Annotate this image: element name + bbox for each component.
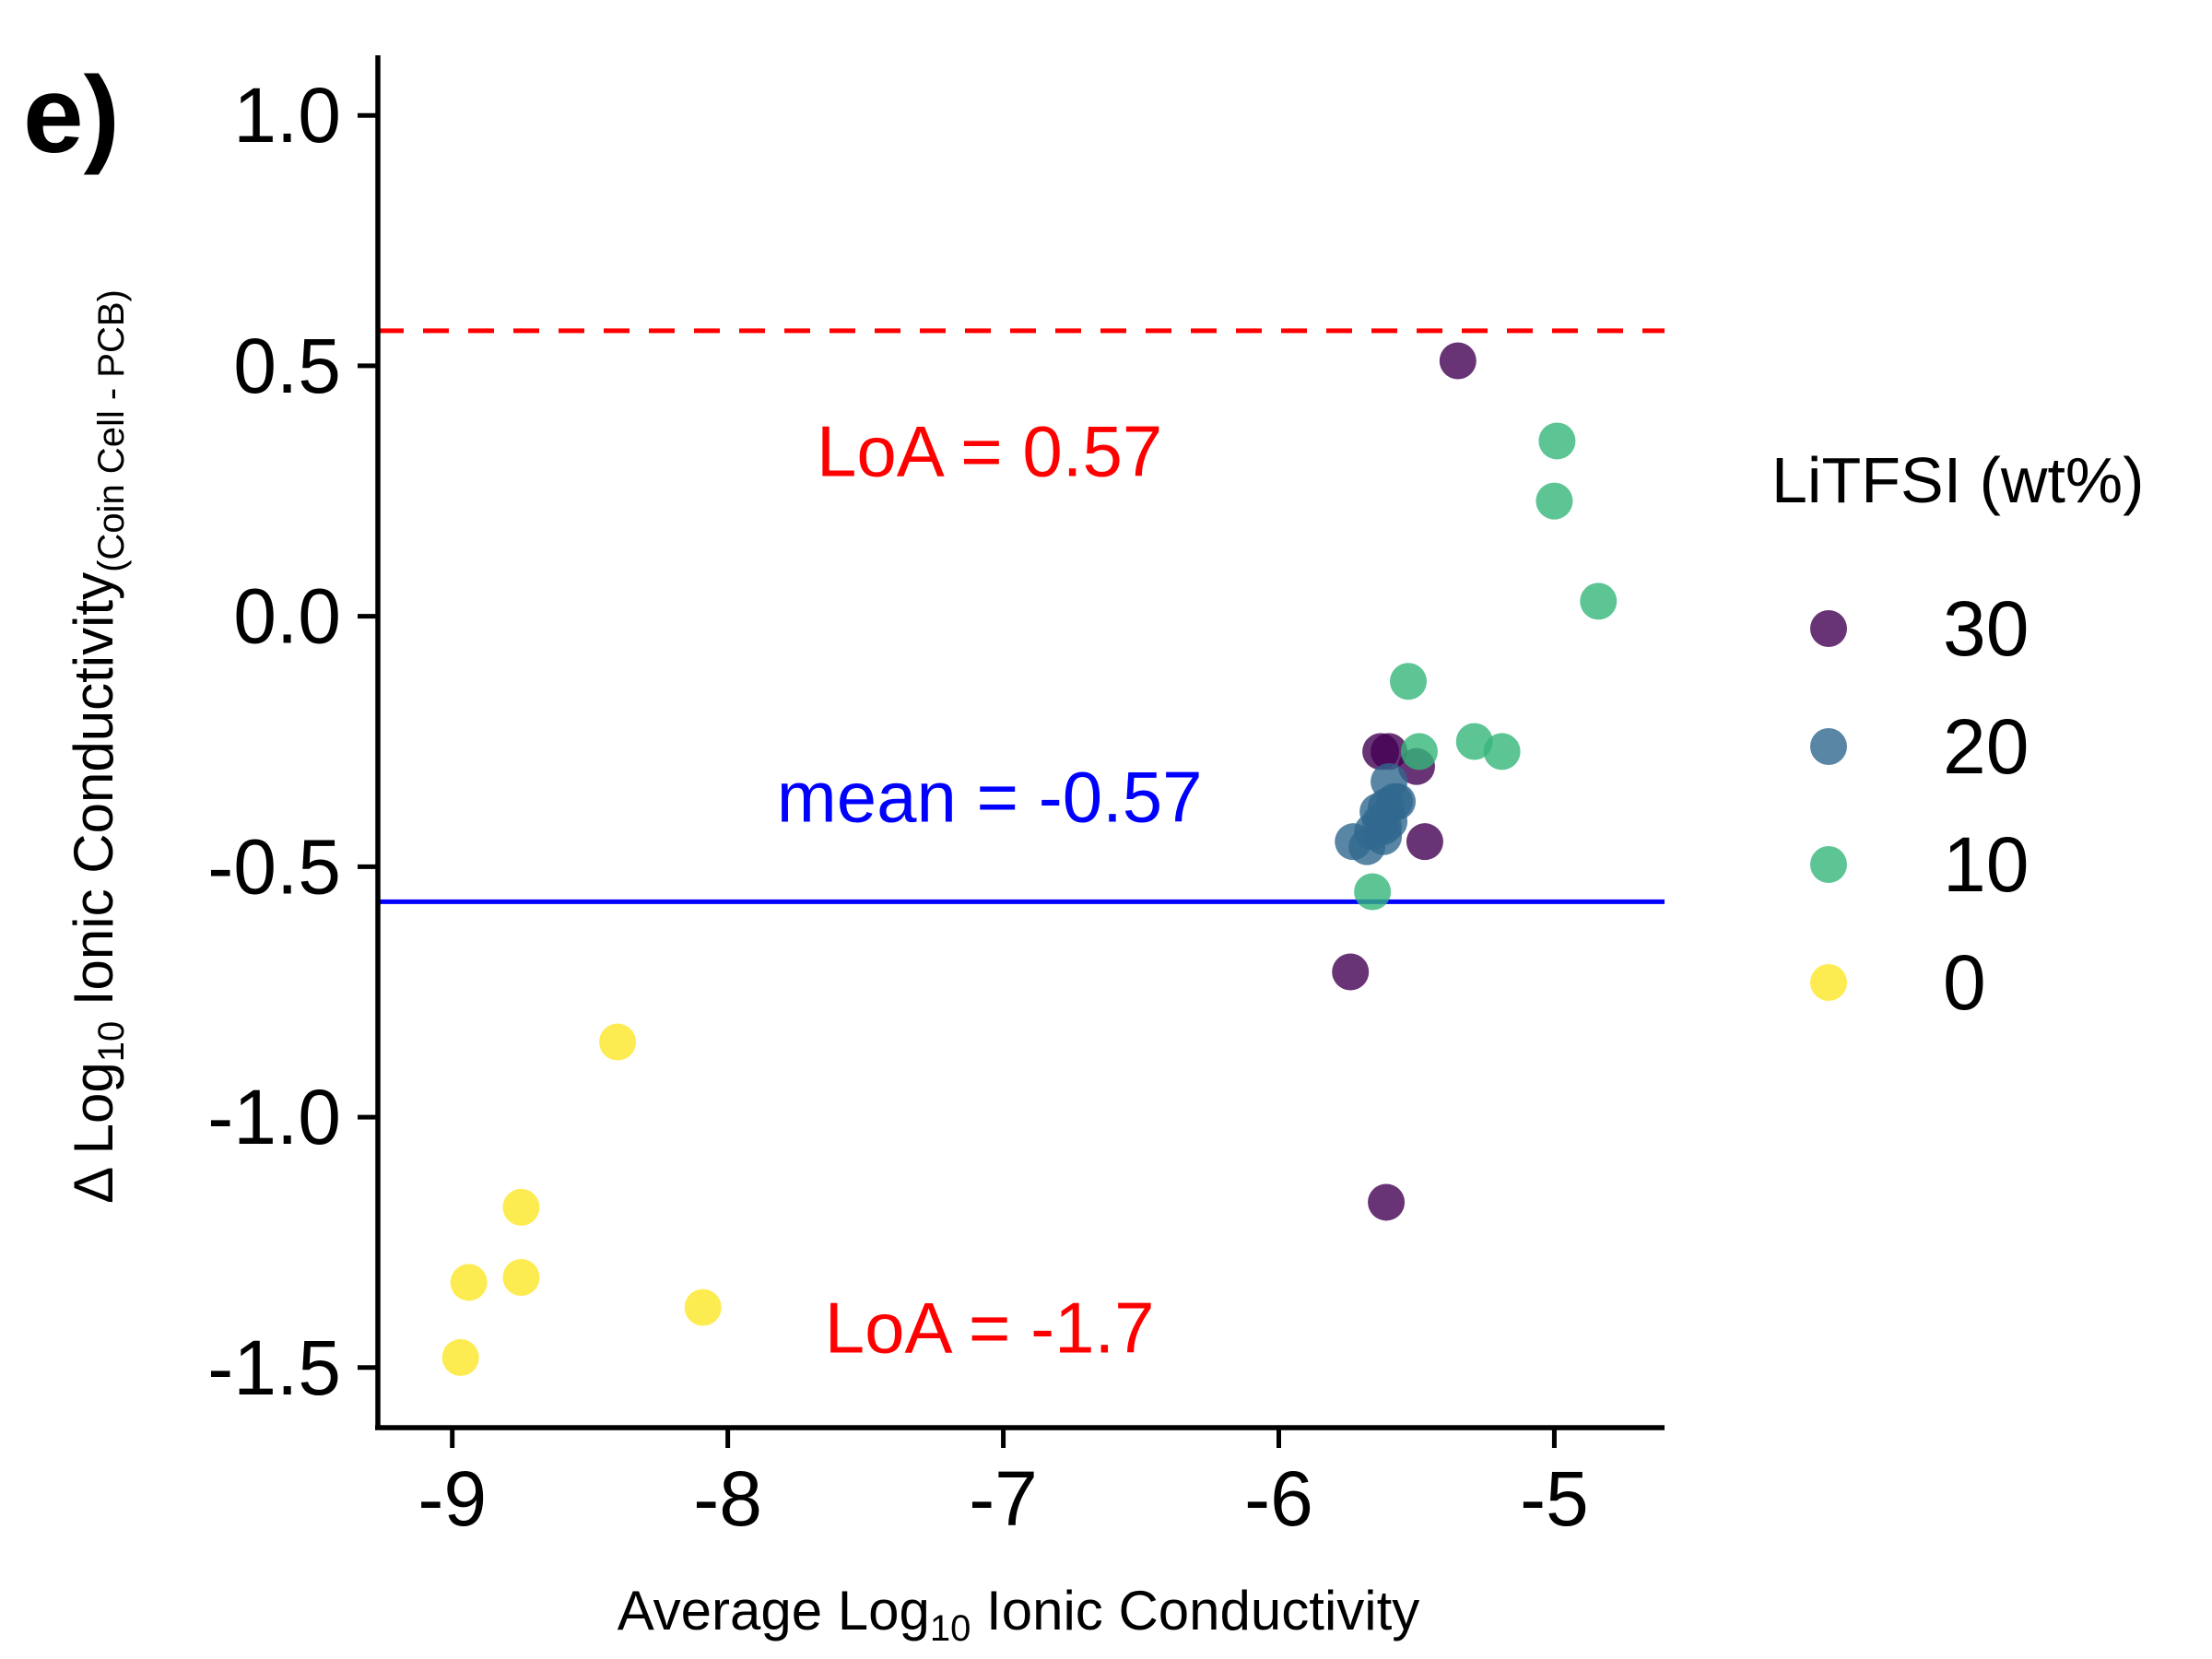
data-point-0wt [684,1288,722,1326]
reference-label-1: mean = -0.57 [777,756,1203,837]
data-point-0wt [502,1188,540,1226]
data-point-10wt [1483,733,1521,771]
reference-label-2: LoA = -1.7 [825,1287,1155,1368]
x-tick-label: -5 [1520,1455,1589,1542]
data-point-0wt [502,1258,540,1296]
data-point-30wt [1439,342,1477,380]
y-tick-label: 0.5 [233,323,341,409]
data-point-10wt [1538,422,1576,460]
x-tick-label: -9 [418,1455,487,1542]
data-point-30wt [1332,953,1370,991]
data-point-30wt [1406,823,1443,861]
data-point-10wt [1535,482,1573,520]
y-tick-label: 0.0 [233,573,341,660]
legend-marker-10 [1810,846,1847,883]
data-point-10wt [1580,582,1618,620]
legend-label-10: 10 [1943,821,2029,908]
y-tick-label: 1.0 [233,72,341,159]
legend-items: 30 20 10 0 [1810,585,2029,1026]
reference-label-0: LoA = 0.57 [817,410,1162,491]
y-tick-label: -0.5 [207,823,341,910]
data-point-0wt [599,1023,637,1061]
legend-title: LiTFSI (wt%) [1771,444,2144,516]
legend-marker-30 [1810,610,1847,647]
data-point-0wt [450,1264,488,1301]
plot-area: LoA = 0.57 mean = -0.57 LoA = -1.7 [378,328,1665,1376]
legend-marker-20 [1810,728,1847,765]
y-tick-label: -1.0 [207,1074,341,1160]
x-axis-ticks: -9 -8 -7 -6 -5 [418,1428,1589,1542]
legend-label-30: 30 [1943,585,2029,672]
data-point-30wt [1368,1183,1406,1221]
y-axis-ticks: -1.5 -1.0 -0.5 0.0 0.5 1.0 [207,72,378,1411]
y-axis-title: Δ Log10 Ionic Conductivity(Coin Cell - P… [63,289,132,1204]
legend: LiTFSI (wt%) 30 20 10 0 [1771,444,2144,1026]
data-point-10wt [1354,873,1392,911]
legend-label-0: 0 [1943,939,1986,1026]
x-tick-label: -7 [969,1455,1038,1542]
data-point-10wt [1400,733,1438,771]
data-point-10wt [1389,663,1427,700]
legend-marker-0 [1810,964,1847,1001]
x-tick-label: -6 [1244,1455,1313,1542]
data-point-0wt [441,1338,479,1376]
y-tick-label: -1.5 [207,1324,341,1411]
x-axis-title: Average Log10 Ionic Conductivity [618,1580,1420,1649]
data-point-30wt [1362,733,1400,771]
data-point-20wt [1365,807,1403,845]
x-tick-label: -8 [693,1455,762,1542]
axes [375,55,1665,1430]
panel-label: e) [23,54,120,176]
legend-label-20: 20 [1943,703,2029,790]
